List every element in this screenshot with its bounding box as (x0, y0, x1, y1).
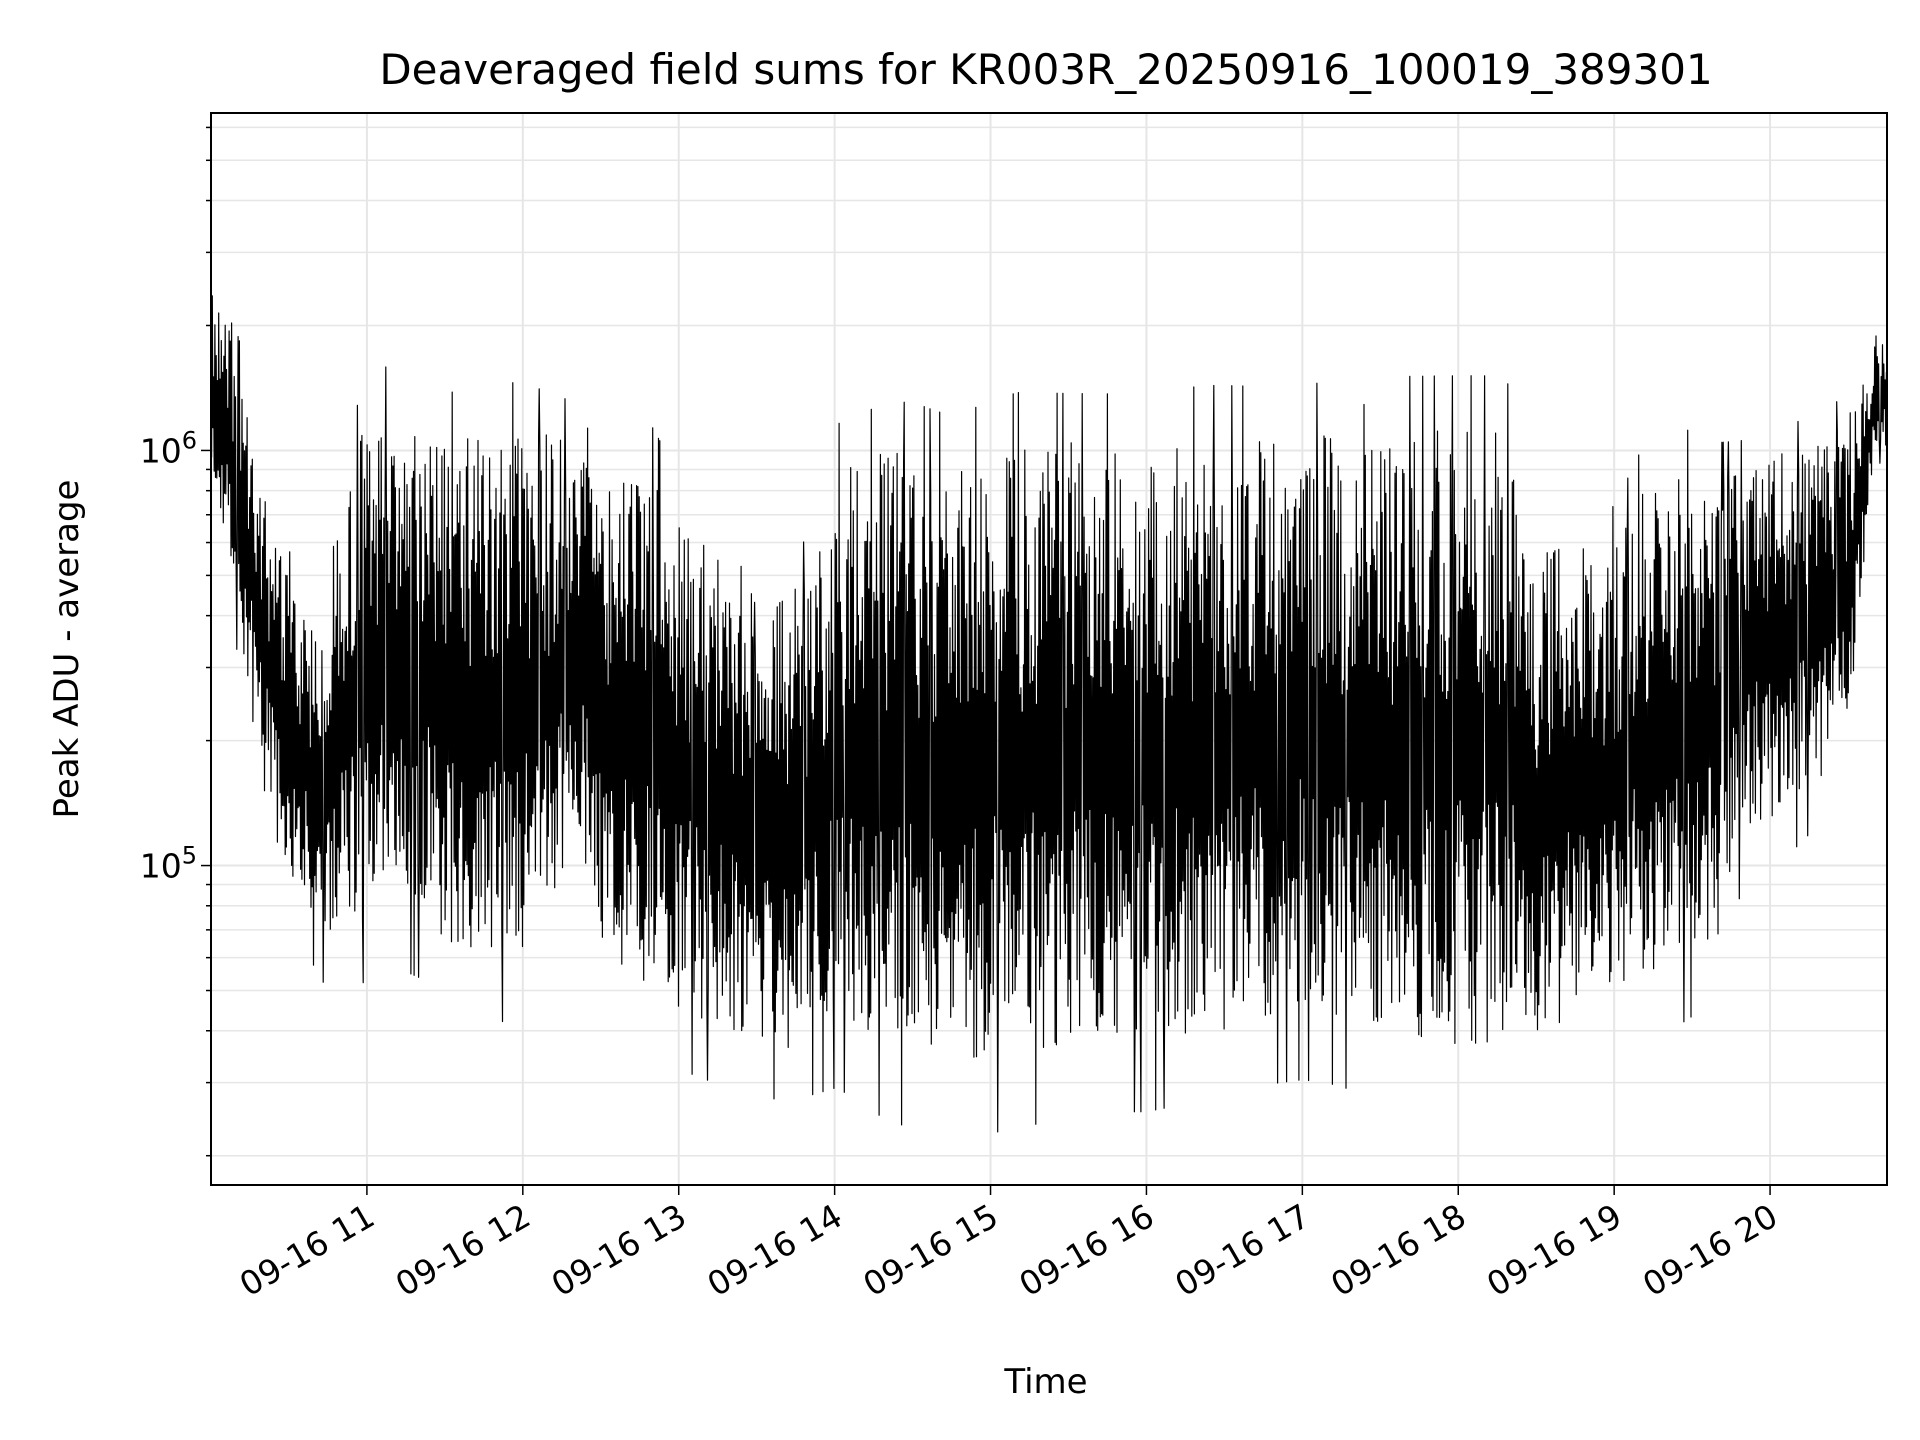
series-layer (210, 295, 1888, 1133)
x-axis-label: Time (1003, 1362, 1087, 1402)
chart-title: Deaveraged field sums for KR003R_2025091… (379, 45, 1712, 94)
y-tick-label-base: 10 (140, 431, 182, 470)
y-axis-label: Peak ADU - average (47, 480, 87, 819)
y-tick-label: 106 (140, 426, 197, 470)
y-tick-label-exponent: 5 (182, 842, 197, 870)
data-series-line (210, 295, 1888, 1133)
y-tick-label-base: 10 (140, 847, 182, 886)
y-tick-label: 105 (140, 842, 197, 886)
y-tick-label-exponent: 6 (182, 426, 197, 454)
plot-frame (210, 112, 1888, 1186)
